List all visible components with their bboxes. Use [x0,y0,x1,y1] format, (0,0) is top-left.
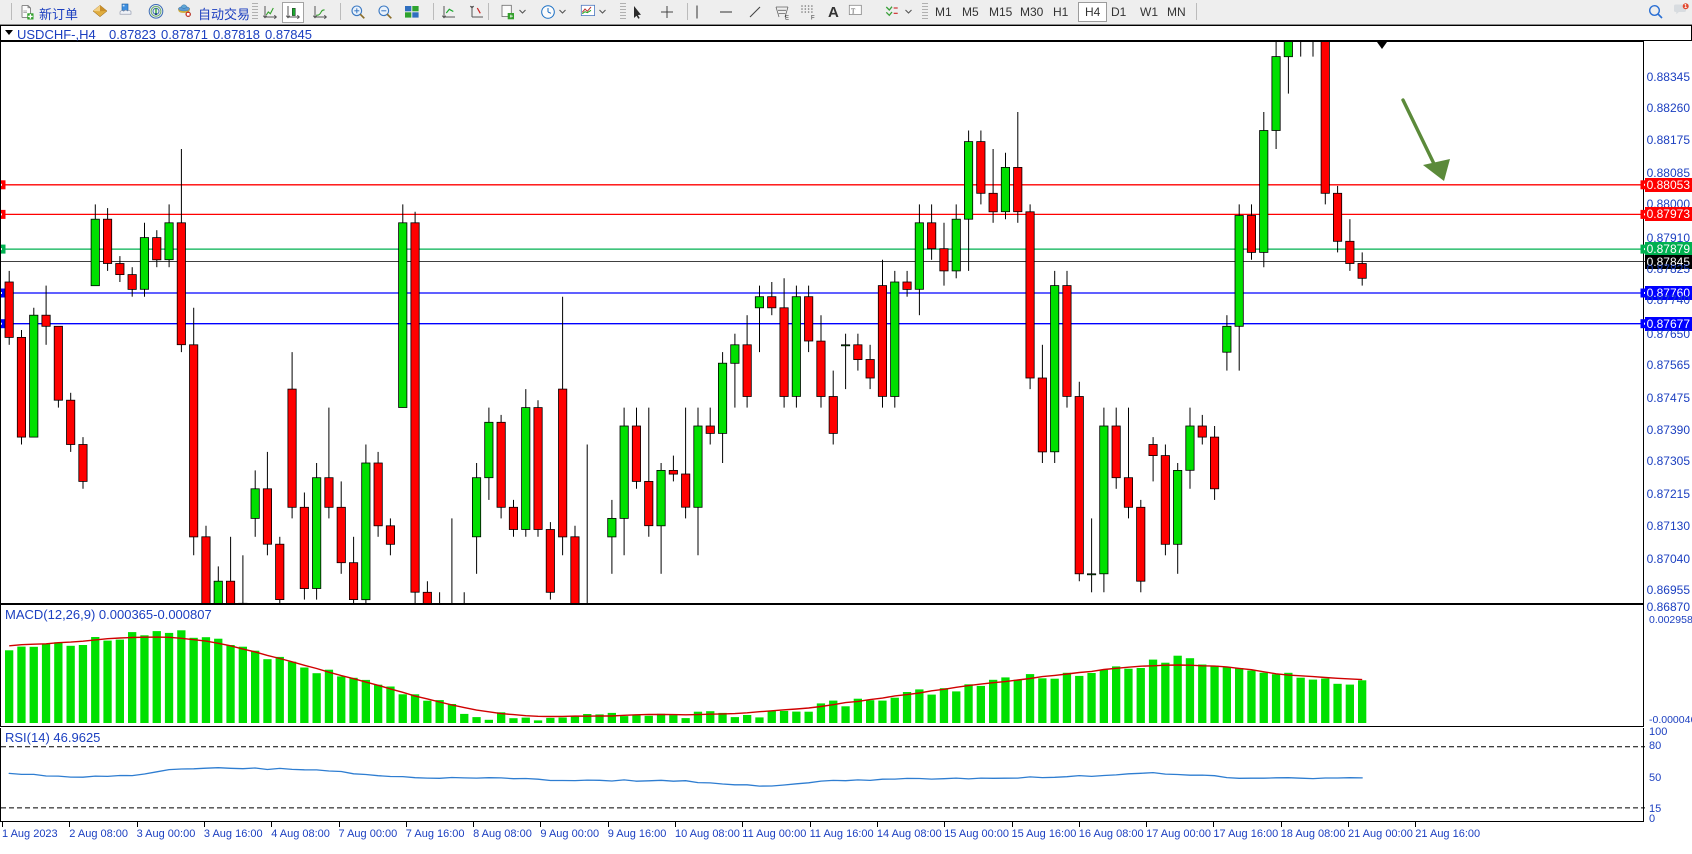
svg-text:T: T [851,7,856,15]
svg-text:E: E [785,16,789,21]
svg-text:1: 1 [1684,4,1687,10]
svg-text:F: F [811,16,815,21]
